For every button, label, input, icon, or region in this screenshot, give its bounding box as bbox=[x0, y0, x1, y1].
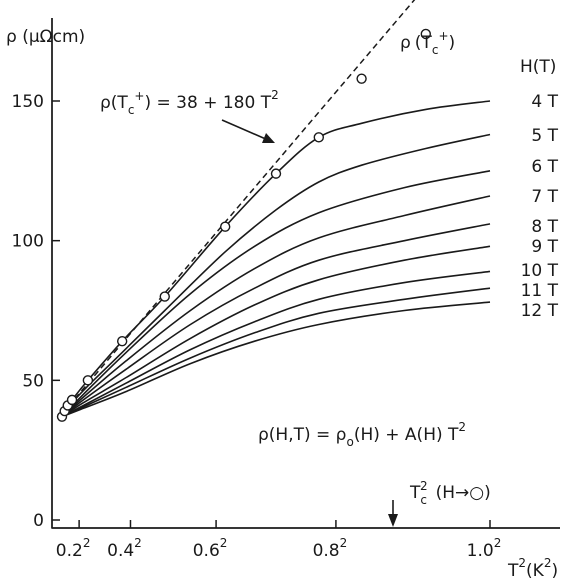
y-tick-label: 150 bbox=[12, 92, 44, 112]
fit-sup: + bbox=[134, 89, 144, 103]
xlabel-exp: 2 bbox=[518, 556, 526, 570]
tcarrow-sub: c bbox=[420, 493, 427, 507]
model-lhs: ρ(H,T) = ρ bbox=[258, 425, 346, 445]
series-label: 4 T bbox=[531, 92, 558, 112]
series-label: 10 T bbox=[521, 261, 559, 281]
field-curve bbox=[61, 301, 491, 418]
series-label: 6 T bbox=[531, 157, 558, 177]
xlabel-exp2: 2 bbox=[544, 556, 552, 570]
tc-sup: + bbox=[438, 29, 448, 43]
fit-pointer-arrow bbox=[221, 119, 269, 141]
field-curve bbox=[61, 170, 491, 418]
tcarrow-base: T bbox=[409, 483, 421, 503]
field-curve bbox=[61, 223, 491, 418]
series-label: 7 T bbox=[531, 187, 558, 207]
tc-point bbox=[219, 221, 231, 232]
x-tick-label: 0.22 bbox=[56, 536, 91, 561]
fit-equation: ρ(Tc+) = 38 + 180 T2 bbox=[100, 88, 279, 117]
x-tick-label: 0.42 bbox=[107, 536, 142, 561]
x-axis-label: T2(K2) bbox=[507, 556, 558, 581]
tc-point bbox=[66, 394, 78, 406]
model-sub: o bbox=[346, 435, 353, 449]
y-ticks: 0 50 100 150 bbox=[12, 92, 60, 531]
y-tick-label: 50 bbox=[22, 371, 44, 391]
x-tick-label: 0.62 bbox=[193, 536, 228, 561]
tc-point bbox=[82, 375, 94, 386]
plot-frame bbox=[51, 18, 560, 529]
y-tick-label: 100 bbox=[12, 232, 44, 252]
tc-sub: c bbox=[432, 43, 439, 57]
field-curve bbox=[61, 270, 491, 418]
xlabel-rest: (K bbox=[526, 561, 545, 581]
field-header: H(T) bbox=[520, 57, 556, 77]
tc-point bbox=[159, 291, 170, 302]
fit-pointer-arrowhead bbox=[262, 133, 275, 143]
series-label: 9 T bbox=[531, 237, 558, 257]
tc-point bbox=[356, 73, 367, 84]
xlabel-close: ) bbox=[551, 561, 558, 581]
field-curves bbox=[61, 100, 491, 418]
tc-series-label: ρ (Tc+) bbox=[400, 29, 455, 57]
tc-rho: ρ bbox=[400, 33, 411, 53]
y-tick-label: 0 bbox=[33, 511, 44, 531]
field-curve bbox=[61, 195, 491, 418]
model-exp: 2 bbox=[458, 420, 466, 434]
xlabel-base: T bbox=[507, 561, 519, 581]
tc-point bbox=[313, 132, 324, 143]
tc-arrow-label: Tc2 (H→○) bbox=[409, 479, 491, 507]
series-label: 12 T bbox=[521, 301, 559, 321]
x-tick-label: 0.82 bbox=[313, 536, 348, 561]
fit-sub: c bbox=[128, 103, 135, 117]
field-curve bbox=[61, 245, 491, 418]
tc-open: (T bbox=[415, 33, 433, 53]
fit-lhs: ρ(T bbox=[100, 93, 128, 113]
series-label: 8 T bbox=[531, 217, 558, 237]
tc-arrow bbox=[388, 500, 398, 527]
series-label: 5 T bbox=[531, 126, 558, 146]
x-ticks: 0.22 0.42 0.62 0.82 1.02 bbox=[56, 520, 502, 561]
tc-point bbox=[116, 336, 128, 347]
y-axis-label: ρ (μΩcm) bbox=[6, 27, 85, 47]
tc-arrow-head bbox=[388, 514, 398, 527]
x-tick-label: 1.02 bbox=[467, 536, 502, 561]
tcarrow-sup: 2 bbox=[420, 479, 428, 493]
model-equation: ρ(H,T) = ρo(H) + A(H) T2 bbox=[258, 420, 466, 449]
fit-rhs: ) = 38 + 180 T bbox=[144, 93, 271, 113]
fit-exp: 2 bbox=[271, 88, 279, 102]
tc-point bbox=[270, 168, 282, 179]
model-mid: (H) + A(H) T bbox=[354, 425, 459, 445]
tcarrow-rest: (H→○) bbox=[436, 483, 491, 503]
tc-points bbox=[56, 28, 431, 422]
series-label: 11 T bbox=[521, 281, 559, 301]
series-labels: 4 T 5 T 6 T 7 T 8 T9 T 10 T11 T12 T bbox=[521, 92, 559, 321]
tc-close: ) bbox=[449, 33, 456, 53]
tc-point bbox=[420, 28, 431, 40]
field-curve bbox=[61, 287, 491, 418]
